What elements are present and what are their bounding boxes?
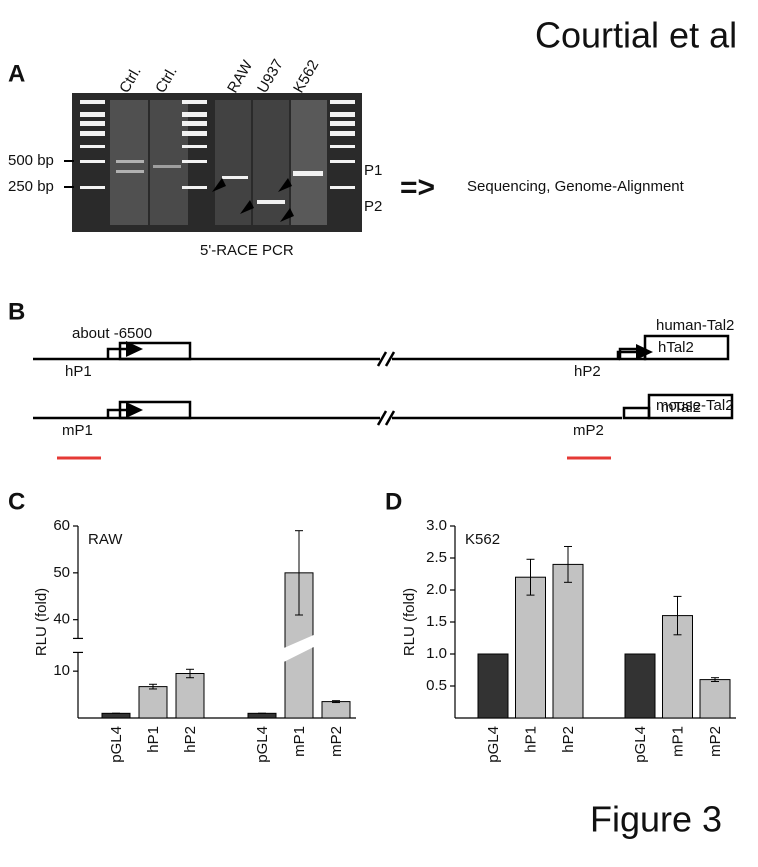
- bar: [101, 712, 131, 719]
- y-tick-label: 50: [53, 564, 70, 581]
- promoter-arrowheads: [126, 341, 653, 418]
- panel-letter: C: [8, 488, 25, 515]
- bar: [699, 679, 731, 719]
- gene-label: mouse-Tal2: [656, 397, 734, 414]
- bar: [624, 653, 656, 719]
- x-tick-label: mP1: [291, 726, 308, 757]
- bar: [175, 673, 205, 719]
- x-tick-label: hP2: [182, 726, 199, 753]
- y-tick-label: 2.0: [426, 581, 447, 598]
- gel-caption: 5'-RACE PCR: [200, 242, 294, 259]
- bar: [138, 686, 168, 719]
- y-tick-label: 10: [53, 662, 70, 679]
- x-tick-label: hP1: [145, 726, 162, 753]
- y-tick-label: 0.5: [426, 677, 447, 694]
- x-tick-label: pGL4: [254, 726, 271, 763]
- x-tick-label: pGL4: [485, 726, 502, 763]
- chart-label: RAW: [88, 531, 123, 548]
- promoter-note: about -6500: [72, 325, 152, 342]
- promoter-label: hP2: [574, 363, 601, 380]
- y-tick-label: 3.0: [426, 517, 447, 534]
- panel-letter: D: [385, 488, 402, 515]
- x-tick-label: hP1: [522, 726, 539, 753]
- lane-label: Ctrl.: [152, 64, 180, 96]
- bar: [515, 576, 546, 719]
- x-tick-label: mP2: [328, 726, 345, 757]
- x-tick-label: pGL4: [632, 726, 649, 763]
- bar: [477, 653, 509, 719]
- y-axis-label: RLU (fold): [33, 588, 50, 656]
- x-tick-label: mP2: [707, 726, 724, 757]
- chart-label: K562: [465, 531, 500, 548]
- figure-label: Figure 3: [590, 799, 722, 840]
- promoter-label: hP1: [65, 363, 92, 380]
- bar: [321, 701, 351, 719]
- gene-label: human-Tal2: [656, 317, 734, 334]
- panel-letter: A: [8, 60, 25, 87]
- band-label: P1: [364, 162, 382, 179]
- result-text: Sequencing, Genome-Alignment: [467, 178, 685, 195]
- gene-diagram: [33, 334, 734, 426]
- lane-label: K562: [290, 57, 322, 96]
- lane-label: Ctrl.: [116, 64, 144, 96]
- x-tick-label: pGL4: [108, 726, 125, 763]
- break-mark: [283, 634, 315, 663]
- lane-label: U937: [254, 56, 287, 96]
- gene-name: hTal2: [658, 339, 694, 356]
- figure-author: Courtial et al: [535, 15, 737, 56]
- bar: [552, 563, 584, 719]
- y-tick-label: 1.5: [426, 613, 447, 630]
- bar: [247, 712, 277, 719]
- y-tick-label: 1.0: [426, 645, 447, 662]
- promoter-label: mP2: [573, 422, 604, 439]
- gene-name: mTal2: [661, 399, 701, 416]
- gel-image: [72, 93, 362, 232]
- lane-label: RAW: [224, 57, 256, 96]
- y-tick-label: 60: [53, 517, 70, 534]
- promoter-label: mP1: [62, 422, 93, 439]
- arrow-symbol: =>: [400, 171, 435, 204]
- y-tick-label: 2.5: [426, 549, 447, 566]
- marker-label: 250 bp: [8, 178, 54, 195]
- x-tick-label: hP2: [560, 726, 577, 753]
- x-tick-label: mP1: [669, 726, 686, 757]
- y-tick-label: 40: [53, 611, 70, 628]
- band-label: P2: [364, 198, 382, 215]
- panel-letter: B: [8, 298, 25, 325]
- marker-label: 500 bp: [8, 152, 54, 169]
- y-axis-label: RLU (fold): [401, 588, 418, 656]
